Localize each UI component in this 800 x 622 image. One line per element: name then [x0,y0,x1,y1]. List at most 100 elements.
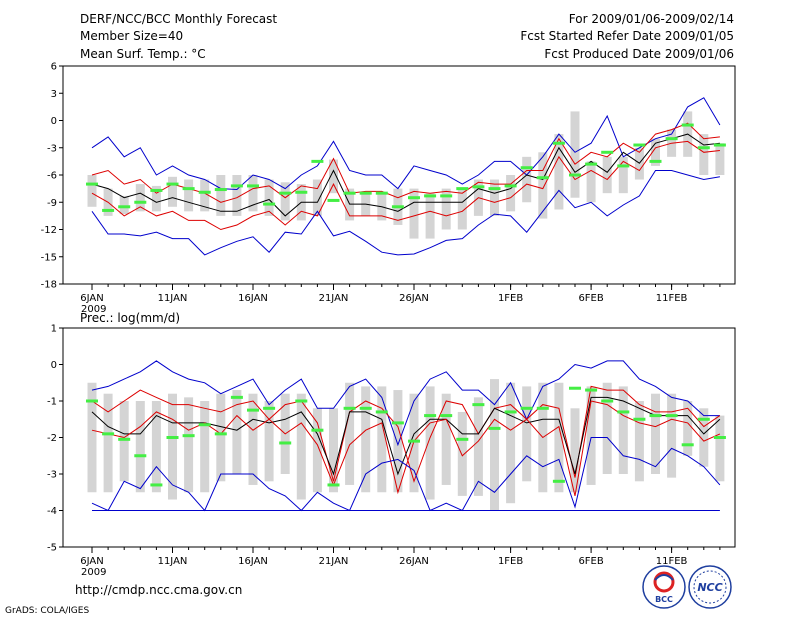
median-marker [617,164,630,168]
ensemble-range-bar [216,175,226,216]
x-tick-label: 11JAN [158,293,188,304]
median-marker [601,150,614,154]
ensemble-range-bar [457,188,467,230]
median-marker [488,426,501,430]
ensemble-range-bar [393,390,403,493]
median-marker [697,146,710,150]
ensemble-range-bar [651,138,660,166]
median-marker [665,414,678,418]
ensemble-range-bar [168,176,177,207]
ensemble-range-bar [522,386,532,482]
ensemble-range-bar [554,134,564,210]
x-tick-label: 26JAN [399,556,429,567]
median-marker [134,454,147,458]
median-marker [681,123,694,127]
median-marker [150,483,163,487]
median-marker [552,479,565,483]
member-size-label: Member Size=40 [80,29,183,43]
median-marker [359,406,372,410]
median-marker [472,403,485,407]
median-marker [697,417,710,421]
ensemble-range-bar [618,386,628,474]
x-tick-label: 21JAN [319,293,349,304]
x-tick-label: 21JAN [319,556,349,567]
median-marker [617,410,630,414]
y-tick-label: 6 [51,62,57,73]
ensemble-range-bar [87,175,97,207]
x-tick-label: 11FEB [656,293,688,304]
median-marker [601,399,614,403]
precip-variable-label: Prec.: log(mm/d) [80,311,180,325]
ensemble-range-bar [409,188,419,239]
ensemble-range-bar [232,175,242,216]
x-tick-label: 11FEB [656,556,688,567]
ensemble-range-bar [667,393,677,478]
median-marker [440,414,453,418]
ensemble-range-bar [232,390,242,474]
ensemble-range-bar [683,401,693,456]
x-tick-year-label: 2009 [81,567,106,578]
ensemble-range-bar [312,408,322,493]
median-marker [343,191,356,195]
y-tick-label: -1 [47,397,57,408]
median-marker [182,187,195,191]
ensemble-range-bar [151,401,161,493]
series-upper-line [91,122,720,203]
median-marker [214,188,227,192]
series-max-line [91,97,721,191]
ensemble-range-bar [103,393,113,493]
y-tick-label: -3 [47,470,57,481]
median-marker [86,399,98,403]
median-marker [230,184,243,188]
median-marker [665,137,678,141]
median-marker [456,187,469,191]
series-min-line [91,170,720,256]
plot-frame [62,65,736,285]
y-tick-label: -9 [47,198,57,209]
median-marker [569,173,581,177]
ensemble-range-bar [570,111,580,198]
ncc-logo: NCC [688,565,732,609]
bcc-logo-text: BCC [655,595,673,604]
median-marker [295,399,308,403]
forecast-period-label: For 2009/01/06-2009/02/14 [569,12,734,26]
ensemble-range-bar [699,134,709,175]
series-lower-line [91,140,720,231]
ensemble-range-bar [312,179,322,216]
ensemble-range-bar [87,382,97,493]
ensemble-range-bar [168,393,177,500]
median-marker [214,432,227,436]
ensemble-range-bar [538,152,548,219]
median-marker [713,436,726,439]
median-marker [263,202,276,206]
ensemble-range-bar [151,185,161,212]
ensemble-range-bar [361,386,371,493]
median-marker [552,141,565,145]
median-marker [520,166,533,170]
y-tick-label: -18 [41,280,57,291]
y-tick-label: -5 [47,543,57,554]
x-tick-label: 11JAN [158,556,188,567]
ensemble-range-bar [264,401,274,482]
median-marker [359,191,372,195]
ensemble-range-bar [345,382,355,485]
median-marker [713,143,726,147]
ensemble-range-bar [329,159,338,194]
median-marker [408,196,420,200]
median-marker [440,194,453,198]
x-tick-label: 1FEB [498,293,523,304]
forecast-started-label: Fcst Started Refer Date 2009/01/05 [520,29,734,43]
ensemble-range-bar [506,175,516,212]
ensemble-range-bar [264,179,274,216]
x-tick-label: 6FEB [578,556,603,567]
median-marker [681,443,694,447]
ensemble-range-bar [248,393,258,485]
ensemble-range-bar [377,386,387,493]
median-marker [247,408,259,412]
ensemble-range-bar [651,393,660,474]
median-marker [569,386,581,390]
ensemble-range-bar [441,393,451,485]
